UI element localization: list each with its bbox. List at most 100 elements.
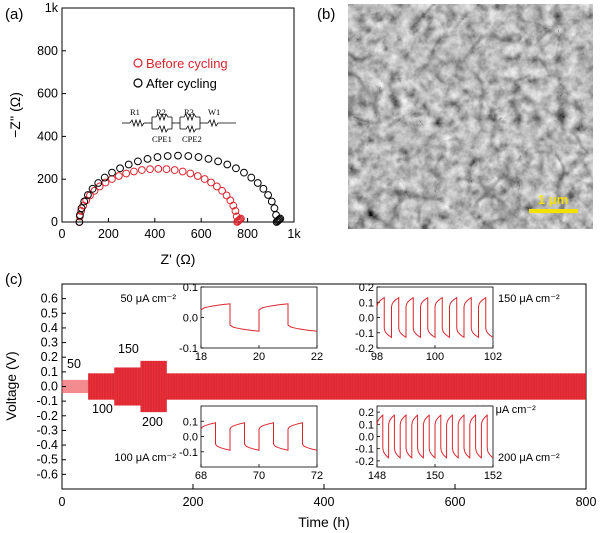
panel-c-xtick-label: 400 [314, 495, 335, 509]
inset-current-label: 150 μA cm⁻² [498, 293, 560, 305]
nyquist-point-after [124, 160, 133, 169]
nyquist-point-after [133, 157, 142, 166]
panel-a-ytick-label: 400 [37, 129, 58, 143]
inset-xtick-label: 152 [484, 470, 502, 482]
panel-c-ytick-label: 0.3 [41, 336, 58, 350]
nyquist-point-before [231, 207, 240, 215]
inset-ytick-label: 0.0 [359, 313, 374, 325]
voltage-segment-texture [88, 373, 114, 400]
inset-1: 18 20 22 -0.1 0.0 0.1 50 μA cm⁻² [120, 282, 323, 363]
voltage-segment-texture [114, 367, 141, 406]
nyquist-point-before [212, 182, 221, 191]
nyquist-point-before [236, 215, 244, 224]
inset-xtick-label: 22 [311, 351, 323, 363]
inset-ytick-label: -0.1 [179, 343, 198, 355]
inset-ytick-label: 0.1 [359, 419, 374, 431]
nyquist-point-after [274, 216, 283, 225]
segment-label-200: 200 [142, 415, 163, 429]
nyquist-point-after [116, 164, 124, 173]
nyquist-point-after [88, 184, 97, 193]
legend-label-before: Before cycling [146, 56, 228, 71]
nyquist-point-before [218, 186, 226, 195]
scale-bar-label: 1 μm [538, 192, 568, 207]
inset-ytick-label: -0.2 [355, 456, 374, 468]
nyquist-point-after [275, 215, 284, 224]
nyquist-point-after [232, 164, 240, 173]
panel-c-ytick-label: -0.5 [36, 453, 58, 467]
panel-c-xtick-label: 200 [183, 495, 204, 509]
inset-current-label: 50 μA cm⁻² [120, 293, 176, 305]
panel-a-ytick-label: 800 [37, 44, 58, 58]
nyquist-point-after [100, 173, 109, 182]
panel-c-ytick-label: 0.6 [41, 292, 58, 306]
inset-ytick-label: 0.0 [183, 432, 198, 444]
inset-ytick-label: 0.0 [183, 313, 198, 325]
panel-c-ytick-label: 0.1 [41, 365, 58, 379]
panel-a-xtick-label: 800 [237, 227, 258, 241]
panel-c-ytick-label: -0.4 [36, 438, 58, 452]
nyquist-point-before [229, 201, 238, 210]
inset-ytick-label: 0.2 [359, 407, 374, 419]
nyquist-point-before [154, 164, 163, 173]
panel-a-xtick-label: 600 [191, 227, 212, 241]
panel-b-sem-image: 1 μm [348, 4, 593, 229]
nyquist-point-after [214, 157, 223, 166]
legend-marker-before [133, 58, 143, 68]
nyquist-point-after [174, 151, 182, 160]
nyquist-point-before [234, 217, 242, 226]
nyquist-point-before [137, 166, 146, 174]
inset-ytick-label: 0.1 [359, 297, 374, 309]
inset-voltage-trace [200, 303, 318, 332]
nyquist-point-before [170, 166, 179, 174]
nyquist-point-before [178, 167, 187, 176]
inset-voltage-trace [376, 296, 494, 339]
voltage-segment-150 [114, 367, 141, 406]
inset-ytick-label: 0.1 [183, 282, 198, 294]
nyquist-point-after [264, 191, 272, 199]
panel-a-ytick-label: 1k [45, 1, 59, 15]
nyquist-point-after [259, 184, 268, 193]
nyquist-point-before [162, 165, 171, 174]
nyquist-point-after [273, 217, 282, 226]
nyquist-point-before [222, 191, 231, 200]
nyquist-point-after [153, 153, 162, 161]
nyquist-point-before [236, 214, 245, 223]
inset-2: 98 100 102 -0.2 -0.1 0.0 0.1 0.2 150 μA cm⁻² [355, 282, 560, 363]
nyquist-point-after [253, 179, 262, 187]
panel-a-ytick-label: 200 [37, 172, 58, 186]
nyquist-point-before [226, 196, 235, 205]
nyquist-point-after [194, 153, 203, 161]
panel-a-ylabel: −Z'' (Ω) [7, 92, 23, 138]
segment-label-50: 50 [67, 357, 81, 371]
nyquist-point-after [184, 152, 193, 160]
panel-b-label: (b) [317, 6, 335, 23]
nyquist-point-after [270, 204, 279, 213]
panel-c-voltage-profile: 0 200 400 600 800-0.6-0.5-0.4-0.3-0.2-0.10.0… [3, 282, 596, 530]
nyquist-point-after [80, 197, 89, 206]
circuit-label-cpe1: CPE1 [152, 134, 172, 144]
inset-ytick-label: 0.0 [359, 432, 374, 444]
panel-c-ytick-label: 0.5 [41, 306, 58, 320]
nyquist-point-before [235, 216, 243, 225]
panel-c-xtick-label: 600 [445, 495, 466, 509]
nyquist-point-after [108, 168, 116, 177]
nyquist-point-after [204, 154, 213, 163]
nyquist-point-before [207, 178, 215, 187]
panel-c-ytick-label: -0.2 [36, 409, 58, 423]
panel-c-label: (c) [5, 271, 23, 288]
legend-marker-after [133, 78, 143, 88]
inset-xtick-label: 20 [253, 351, 265, 363]
voltage-segment-texture [140, 360, 167, 413]
nyquist-point-before [114, 172, 123, 180]
nyquist-point-before [200, 175, 209, 183]
nyquist-point-before [193, 172, 202, 180]
inset-3: 68 70 72 -0.1 0.0 0.1 100 μA cm⁻² [114, 405, 323, 482]
nyquist-point-after [247, 173, 256, 182]
inset-xtick-label: 68 [195, 470, 207, 482]
inset-ytick-label: -0.1 [355, 328, 374, 340]
inset-xtick-label: 18 [195, 351, 207, 363]
panel-a-nyquist-plot: 0 200 400 600 800 1k 0 200 400 600 800 1k Z' (Ω) −Z… [7, 1, 301, 267]
nyquist-point-before [90, 186, 99, 195]
voltage-segment-texture [166, 373, 585, 400]
panel-c-xtick-label: 800 [576, 495, 597, 509]
